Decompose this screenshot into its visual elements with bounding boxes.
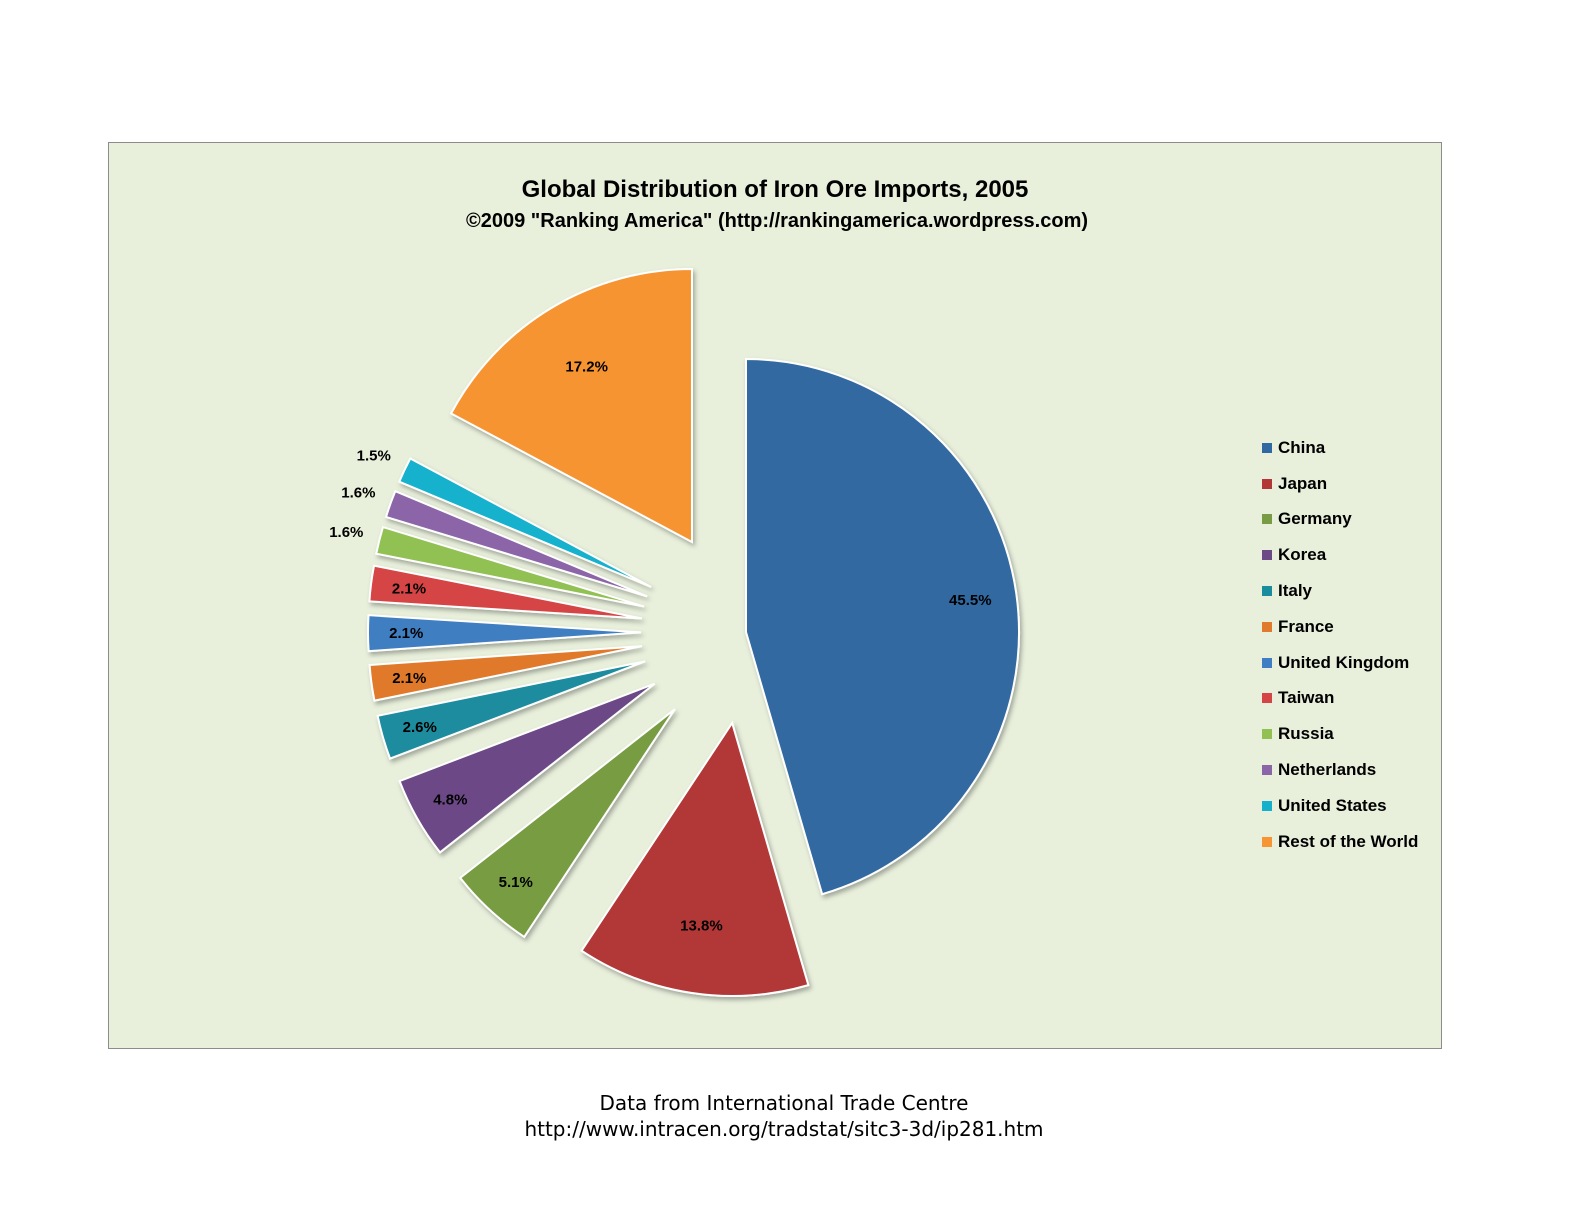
pie-slice-united-states [397, 457, 652, 588]
slice-label-japan: 13.8% [680, 917, 723, 934]
slice-label-russia: 1.6% [329, 524, 363, 541]
legend-swatch [1262, 693, 1272, 704]
legend-label: China [1278, 437, 1326, 457]
legend-item-france: France [1262, 609, 1418, 645]
slice-label-rest-of-the-world: 17.2% [565, 358, 608, 375]
legend-label: Germany [1278, 509, 1352, 529]
legend-swatch [1262, 800, 1272, 811]
legend-label: Rest of the World [1278, 831, 1419, 851]
pie-slice-france [368, 645, 643, 702]
legend-label: Russia [1278, 724, 1334, 744]
legend-swatch [1262, 765, 1272, 776]
legend-item-korea: Korea [1262, 537, 1418, 573]
pie-slice-china [745, 357, 1020, 896]
slice-label-taiwan: 2.1% [392, 580, 426, 597]
slice-label-germany: 5.1% [499, 874, 533, 891]
slice-label-united-states: 1.5% [357, 447, 391, 464]
legend-swatch [1262, 514, 1272, 525]
slice-label-france: 2.1% [392, 670, 426, 687]
legend-label: Netherlands [1278, 760, 1377, 780]
legend-label: Korea [1278, 545, 1327, 565]
legend-label: United Kingdom [1278, 652, 1410, 672]
pie-slice-italy [376, 660, 646, 760]
pie-slice-united-kingdom [367, 614, 642, 653]
legend: China Japan Germany Korea Italy France United … [1262, 430, 1418, 860]
legend-item-taiwan: Taiwan [1262, 681, 1418, 717]
legend-item-united-states: United States [1262, 788, 1418, 824]
legend-item-rest-of-the-world: Rest of the World [1262, 824, 1418, 860]
pie-slice-russia [375, 525, 645, 608]
pie-slice-taiwan [368, 564, 643, 620]
pie-slice-korea [398, 682, 656, 854]
legend-swatch [1262, 729, 1272, 740]
slice-label-netherlands: 1.6% [341, 484, 375, 501]
pie-slice-netherlands [384, 489, 648, 598]
legend-swatch [1262, 478, 1272, 489]
legend-label: Taiwan [1278, 688, 1335, 708]
slice-label-united-kingdom: 2.1% [389, 625, 423, 642]
legend-item-netherlands: Netherlands [1262, 752, 1418, 788]
slice-label-italy: 2.6% [403, 719, 437, 736]
legend-swatch [1262, 442, 1272, 453]
footer-url: http://www.intracen.org/tradstat/sitc3-3… [524, 1117, 1044, 1141]
pie-slice-rest-of-the-world [449, 267, 693, 544]
legend-item-russia: Russia [1262, 716, 1418, 752]
pie-slice-germany [458, 708, 676, 939]
legend-item-china: China [1262, 430, 1418, 466]
slice-label-korea: 4.8% [433, 791, 467, 808]
legend-item-italy: Italy [1262, 573, 1418, 609]
slice-label-china: 45.5% [949, 592, 992, 609]
legend-item-united-kingdom: United Kingdom [1262, 645, 1418, 681]
legend-swatch [1262, 621, 1272, 632]
pie-slice-japan [580, 720, 810, 997]
legend-item-germany: Germany [1262, 502, 1418, 538]
legend-swatch [1262, 586, 1272, 597]
chart-subtitle: ©2009 "Ranking America" (http://rankinga… [465, 210, 1089, 232]
legend-swatch [1262, 836, 1272, 847]
legend-label: Japan [1278, 473, 1328, 493]
legend-label: United States [1278, 795, 1387, 815]
legend-swatch [1262, 550, 1272, 561]
legend-swatch [1262, 657, 1272, 668]
chart-title: Global Distribution of Iron Ore Imports,… [521, 176, 1029, 203]
legend-label: France [1278, 616, 1334, 636]
legend-item-japan: Japan [1262, 466, 1418, 502]
footer-source: Data from International Trade Centre [599, 1091, 969, 1115]
legend-label: Italy [1278, 581, 1313, 601]
